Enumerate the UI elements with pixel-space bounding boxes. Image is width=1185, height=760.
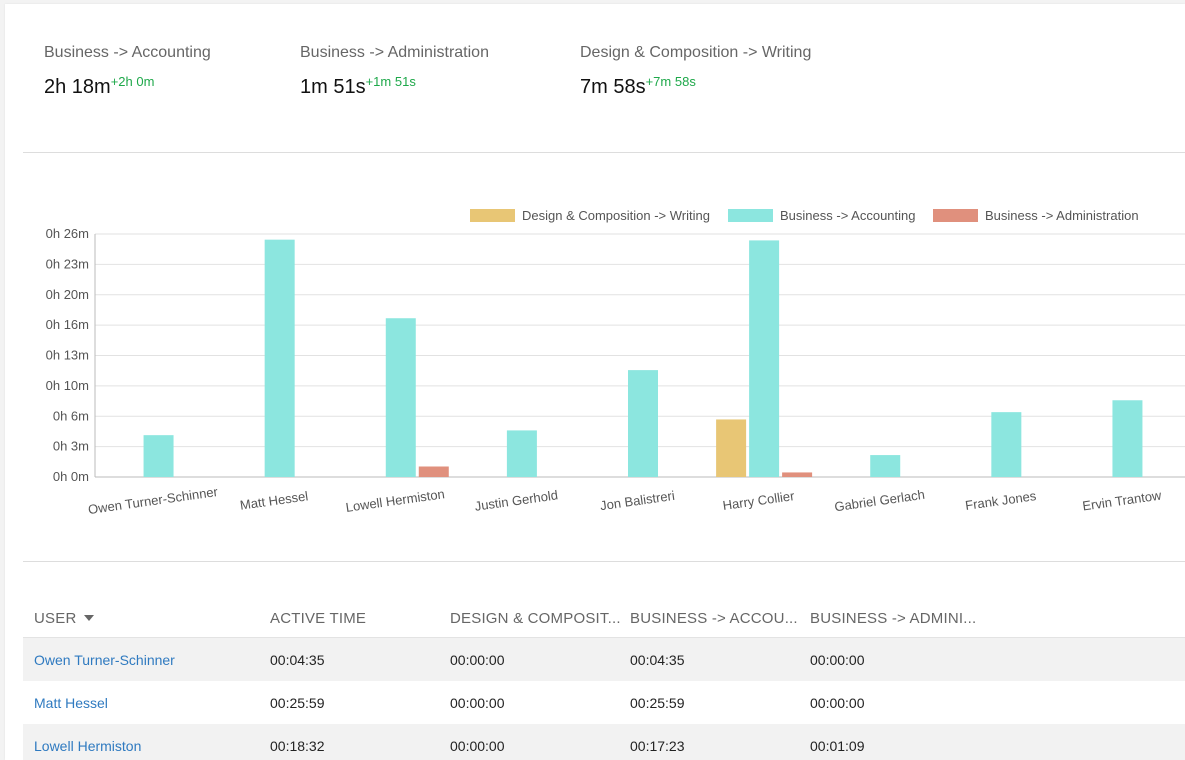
stat-delta: +2h 0m — [110, 74, 155, 89]
stat-delta: +7m 58s — [645, 74, 696, 89]
divider-top — [23, 152, 1185, 153]
column-header-active-time[interactable]: ACTIVE TIME — [270, 610, 367, 627]
sort-down-icon[interactable] — [84, 615, 95, 621]
bar — [782, 472, 813, 477]
y-tick-label: 0h 0m — [53, 469, 89, 484]
stat-value: 1m 51s — [300, 76, 366, 98]
column-header-administration[interactable]: BUSINESS -> ADMINI... — [810, 610, 977, 627]
stat-writing: Design & Composition -> Writing 7m 58s+7… — [580, 44, 811, 99]
cell-writing: 00:00:00 — [450, 695, 505, 711]
bar — [143, 435, 174, 477]
stat-label: Design & Composition -> Writing — [580, 44, 812, 61]
bar-chart: 0h 0m 0h 3m 0h 6m 0h 10m 0h 13m 0h 16m 0h 20m 0… — [5, 199, 1185, 544]
bar — [385, 318, 416, 477]
x-category-label: Frank Jones — [964, 488, 1037, 513]
cell-administration: 00:01:09 — [810, 738, 865, 754]
legend-swatch — [728, 209, 773, 222]
bar — [506, 430, 537, 477]
y-tick-label: 0h 20m — [46, 287, 89, 302]
bar — [991, 412, 1022, 477]
bar-chart-svg: 0h 0m 0h 3m 0h 6m 0h 10m 0h 13m 0h 16m 0h 20m 0… — [46, 208, 1185, 517]
stat-value: 2h 18m — [44, 76, 111, 98]
stat-value-wrap: 1m 51s+1m 51s — [300, 74, 489, 99]
cell-administration: 00:00:00 — [810, 652, 865, 668]
report-card: Business -> Accounting 2h 18m+2h 0m Busi… — [5, 4, 1185, 760]
y-tick-label: 0h 26m — [46, 226, 89, 241]
column-header-accounting[interactable]: BUSINESS -> ACCOU... — [630, 610, 798, 627]
cell-accounting: 00:25:59 — [630, 695, 685, 711]
y-tick-label: 0h 10m — [46, 378, 89, 393]
table-row: Matt Hessel 00:25:59 00:00:00 00:25:59 0… — [23, 681, 1185, 724]
table-row: Lowell Hermiston 00:18:32 00:00:00 00:17… — [23, 724, 1185, 760]
x-category-label: Harry Collier — [722, 488, 796, 513]
bar — [716, 419, 747, 477]
user-link[interactable]: Lowell Hermiston — [34, 738, 142, 754]
stat-label: Business -> Administration — [300, 44, 489, 61]
column-header-writing[interactable]: DESIGN & COMPOSIT... — [450, 610, 621, 627]
cell-active-time: 00:18:32 — [270, 738, 325, 754]
y-tick-label: 0h 16m — [46, 317, 89, 332]
divider-bottom — [23, 561, 1185, 562]
stat-accounting: Business -> Accounting 2h 18m+2h 0m — [44, 44, 211, 99]
stat-delta: +1m 51s — [365, 74, 416, 89]
stat-value-wrap: 2h 18m+2h 0m — [44, 74, 211, 99]
table-header: USER ACTIVE TIME DESIGN & COMPOSIT... BU… — [23, 598, 1185, 638]
legend-label: Business -> Administration — [985, 208, 1139, 223]
cell-administration: 00:00:00 — [810, 695, 865, 711]
bar — [628, 370, 658, 477]
cell-accounting: 00:17:23 — [630, 738, 685, 754]
legend-label: Business -> Accounting — [780, 208, 916, 223]
cell-writing: 00:00:00 — [450, 652, 505, 668]
x-category-label: Ervin Trantow — [1081, 488, 1162, 514]
cell-active-time: 00:25:59 — [270, 695, 325, 711]
bar — [264, 239, 295, 477]
y-tick-label: 0h 6m — [53, 408, 89, 423]
x-category-label: Justin Gerhold — [474, 487, 559, 514]
bar — [870, 455, 901, 477]
user-link[interactable]: Matt Hessel — [34, 695, 108, 711]
cell-writing: 00:00:00 — [450, 738, 505, 754]
table-row: Owen Turner-Schinner 00:04:35 00:00:00 0… — [23, 638, 1185, 681]
y-tick-label: 0h 23m — [46, 256, 89, 271]
cell-accounting: 00:04:35 — [630, 652, 685, 668]
bar — [1112, 400, 1143, 477]
stat-value-wrap: 7m 58s+7m 58s — [580, 74, 811, 99]
x-category-label: Owen Turner-Schinner — [87, 484, 219, 517]
y-tick-label: 0h 13m — [46, 348, 89, 363]
user-time-table: USER ACTIVE TIME DESIGN & COMPOSIT... BU… — [23, 598, 1185, 760]
cell-active-time: 00:04:35 — [270, 652, 325, 668]
y-tick-label: 0h 3m — [53, 439, 89, 454]
column-header-label: USER — [34, 610, 77, 627]
legend-swatch — [933, 209, 978, 222]
legend-swatch — [470, 209, 515, 222]
stat-value: 7m 58s — [580, 76, 646, 98]
x-category-label: Lowell Hermiston — [345, 486, 446, 515]
summary-stats: Business -> Accounting 2h 18m+2h 0m Busi… — [5, 44, 1185, 114]
bar — [749, 240, 780, 477]
x-category-label: Matt Hessel — [239, 488, 309, 512]
stat-administration: Business -> Administration 1m 51s+1m 51s — [300, 44, 489, 99]
user-link[interactable]: Owen Turner-Schinner — [34, 652, 175, 668]
stat-label: Business -> Accounting — [44, 44, 211, 61]
x-category-label: Gabriel Gerlach — [833, 487, 925, 515]
bar — [418, 466, 449, 477]
x-category-label: Jon Balistreri — [599, 488, 676, 513]
legend-label: Design & Composition -> Writing — [522, 208, 710, 223]
column-header-user[interactable]: USER — [34, 610, 95, 627]
